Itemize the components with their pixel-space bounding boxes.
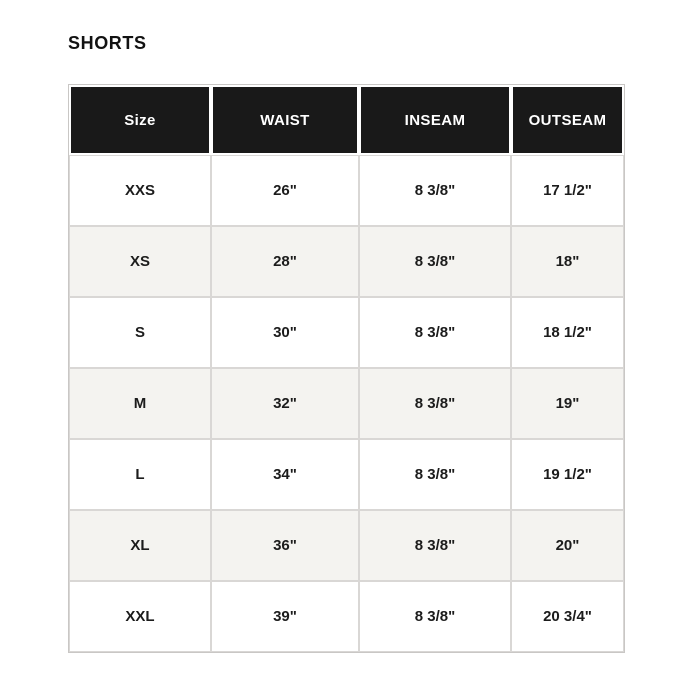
table-row: M 32" 8 3/8" 19" — [69, 368, 624, 439]
cell-outseam: 19 1/2" — [511, 439, 624, 510]
table-row: XXS 26" 8 3/8" 17 1/2" — [69, 155, 624, 226]
cell-outseam: 19" — [511, 368, 624, 439]
table-row: L 34" 8 3/8" 19 1/2" — [69, 439, 624, 510]
column-header-size: Size — [69, 85, 211, 155]
cell-waist: 36" — [211, 510, 359, 581]
table-row: S 30" 8 3/8" 18 1/2" — [69, 297, 624, 368]
column-header-outseam: OUTSEAM — [511, 85, 624, 155]
column-header-waist: WAIST — [211, 85, 359, 155]
cell-inseam: 8 3/8" — [359, 226, 511, 297]
cell-size: XXL — [69, 581, 211, 652]
cell-size: S — [69, 297, 211, 368]
column-header-inseam: INSEAM — [359, 85, 511, 155]
cell-outseam: 17 1/2" — [511, 155, 624, 226]
cell-outseam: 18 1/2" — [511, 297, 624, 368]
size-chart-page: SHORTS Size WAIST INSEAM OUTSEAM XXS 26"… — [68, 33, 625, 653]
header-row: Size WAIST INSEAM OUTSEAM — [69, 85, 624, 155]
cell-waist: 28" — [211, 226, 359, 297]
cell-waist: 30" — [211, 297, 359, 368]
cell-waist: 39" — [211, 581, 359, 652]
cell-waist: 34" — [211, 439, 359, 510]
table-body: XXS 26" 8 3/8" 17 1/2" XS 28" 8 3/8" 18"… — [69, 155, 624, 652]
table-row: XS 28" 8 3/8" 18" — [69, 226, 624, 297]
cell-waist: 32" — [211, 368, 359, 439]
cell-size: XS — [69, 226, 211, 297]
cell-outseam: 20 3/4" — [511, 581, 624, 652]
cell-inseam: 8 3/8" — [359, 368, 511, 439]
size-chart-table: Size WAIST INSEAM OUTSEAM XXS 26" 8 3/8"… — [68, 84, 625, 653]
cell-inseam: 8 3/8" — [359, 439, 511, 510]
cell-size: L — [69, 439, 211, 510]
table-row: XXL 39" 8 3/8" 20 3/4" — [69, 581, 624, 652]
cell-waist: 26" — [211, 155, 359, 226]
cell-inseam: 8 3/8" — [359, 510, 511, 581]
cell-size: M — [69, 368, 211, 439]
table-row: XL 36" 8 3/8" 20" — [69, 510, 624, 581]
table-header: Size WAIST INSEAM OUTSEAM — [69, 85, 624, 155]
cell-inseam: 8 3/8" — [359, 297, 511, 368]
cell-inseam: 8 3/8" — [359, 581, 511, 652]
page-title: SHORTS — [68, 33, 147, 53]
cell-inseam: 8 3/8" — [359, 155, 511, 226]
cell-outseam: 18" — [511, 226, 624, 297]
cell-size: XL — [69, 510, 211, 581]
cell-size: XXS — [69, 155, 211, 226]
cell-outseam: 20" — [511, 510, 624, 581]
